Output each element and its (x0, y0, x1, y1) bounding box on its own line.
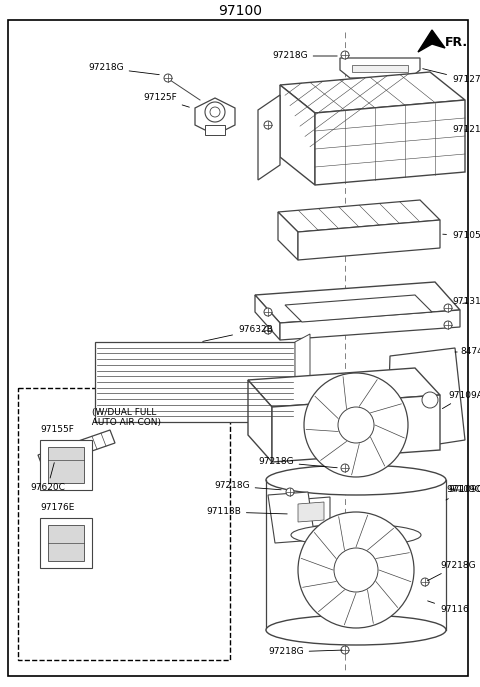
Polygon shape (40, 518, 92, 568)
Text: 97218G: 97218G (272, 52, 337, 60)
Polygon shape (255, 282, 460, 323)
Circle shape (341, 464, 349, 472)
Ellipse shape (266, 465, 446, 495)
Polygon shape (48, 525, 84, 561)
Text: 97620C: 97620C (30, 462, 65, 493)
Circle shape (210, 107, 220, 117)
Polygon shape (195, 98, 235, 135)
Text: 97100: 97100 (218, 4, 262, 18)
Polygon shape (285, 295, 432, 322)
Polygon shape (298, 502, 324, 522)
Polygon shape (38, 430, 115, 468)
Circle shape (304, 373, 408, 477)
Ellipse shape (291, 524, 421, 546)
Circle shape (264, 326, 272, 334)
Text: 97121L: 97121L (452, 126, 480, 135)
Polygon shape (280, 85, 315, 185)
Circle shape (286, 488, 294, 496)
Polygon shape (268, 492, 315, 543)
Text: 97218G: 97218G (258, 458, 337, 468)
Polygon shape (278, 212, 298, 260)
Circle shape (164, 74, 172, 82)
Text: 97218G: 97218G (88, 63, 159, 75)
Text: 97105C: 97105C (443, 232, 480, 240)
Text: 97218G: 97218G (428, 561, 476, 581)
Text: 97125F: 97125F (143, 93, 189, 107)
Polygon shape (418, 30, 445, 52)
Polygon shape (295, 334, 310, 422)
Circle shape (341, 51, 349, 59)
Polygon shape (278, 200, 440, 232)
Polygon shape (280, 72, 465, 113)
Circle shape (421, 578, 429, 586)
Bar (205, 125, 225, 135)
Polygon shape (258, 95, 280, 180)
Text: 97109A: 97109A (443, 390, 480, 409)
Text: 84743F: 84743F (455, 348, 480, 357)
Text: 97131G: 97131G (452, 297, 480, 306)
Polygon shape (280, 310, 460, 340)
Polygon shape (298, 220, 440, 260)
Text: 97176E: 97176E (40, 503, 74, 512)
Polygon shape (255, 295, 280, 340)
Polygon shape (48, 447, 84, 483)
Polygon shape (248, 368, 440, 407)
Bar (95, 342, 295, 422)
Polygon shape (272, 395, 440, 462)
Circle shape (338, 407, 374, 443)
Circle shape (298, 512, 414, 628)
Text: 97632B: 97632B (203, 326, 273, 341)
Polygon shape (352, 65, 408, 72)
Polygon shape (248, 380, 272, 462)
Text: (W/DUAL FULL
  AUTO AIR CON): (W/DUAL FULL AUTO AIR CON) (86, 408, 161, 427)
Text: 97155F: 97155F (40, 425, 74, 434)
Bar (18, 388, 230, 660)
Text: 97218G: 97218G (268, 648, 342, 657)
Polygon shape (40, 440, 92, 490)
Circle shape (334, 548, 378, 592)
Circle shape (205, 102, 225, 122)
Text: 97116: 97116 (428, 601, 469, 614)
Circle shape (422, 392, 438, 408)
Text: FR.: FR. (445, 36, 468, 49)
Polygon shape (388, 348, 465, 450)
Text: 97113B: 97113B (206, 508, 287, 517)
Text: 97109C: 97109C (446, 486, 480, 500)
Polygon shape (292, 497, 330, 528)
Polygon shape (315, 100, 465, 185)
Text: 97218G: 97218G (214, 482, 281, 491)
Ellipse shape (266, 615, 446, 645)
Text: 97109C: 97109C (448, 486, 480, 495)
Circle shape (444, 321, 452, 329)
Text: 97127F: 97127F (423, 69, 480, 85)
Circle shape (444, 304, 452, 312)
Circle shape (264, 121, 272, 129)
Polygon shape (340, 58, 420, 78)
Circle shape (264, 308, 272, 316)
Circle shape (341, 646, 349, 654)
